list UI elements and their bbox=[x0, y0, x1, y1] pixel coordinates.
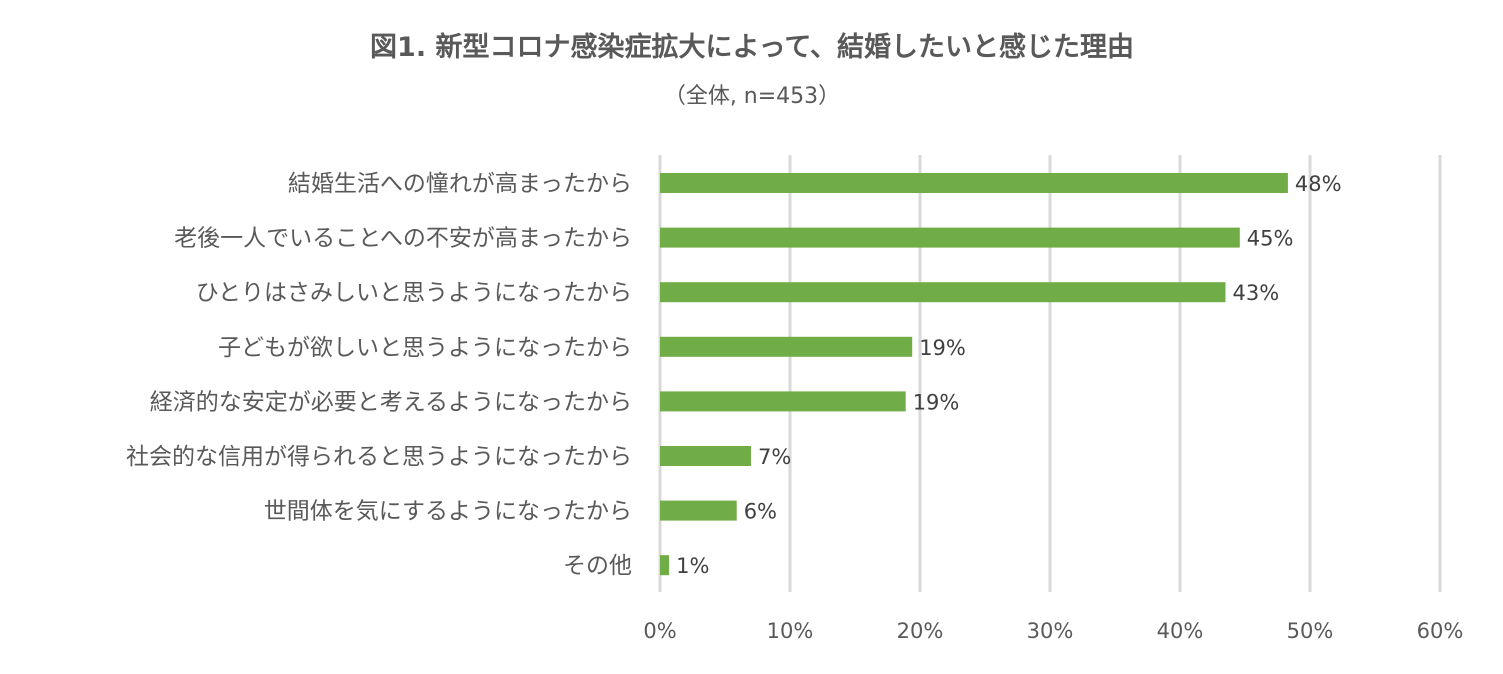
data-label: 7% bbox=[758, 445, 791, 469]
chart-subtitle: （全体, n=453） bbox=[664, 84, 840, 109]
x-axis-tick-labels: 0% 10% 20% 30% 40% 50% 60% bbox=[643, 619, 1463, 643]
data-labels: 48% 45% 43% 19% 19% 7% 6% 1% bbox=[676, 172, 1341, 578]
chart-title: 図1. 新型コロナ感染症拡大によって、結婚したいと感じた理由 bbox=[370, 31, 1134, 63]
x-tick-label: 0% bbox=[643, 619, 676, 643]
x-tick-label: 10% bbox=[767, 619, 814, 643]
category-label: その他 bbox=[563, 553, 632, 579]
bar bbox=[660, 336, 913, 357]
bars bbox=[660, 173, 1288, 576]
bar bbox=[660, 555, 670, 576]
bar bbox=[660, 446, 751, 466]
x-tick-label: 20% bbox=[897, 619, 944, 643]
category-label: 経済的な安定が必要と考えるようになったから bbox=[150, 389, 632, 415]
x-tick-label: 30% bbox=[1027, 619, 1074, 643]
x-tick-label: 50% bbox=[1287, 619, 1334, 643]
bar bbox=[660, 391, 906, 412]
bar bbox=[660, 282, 1226, 303]
bar bbox=[660, 227, 1240, 248]
category-label: 子どもが欲しいと思うようになったから bbox=[218, 335, 632, 361]
data-label: 19% bbox=[913, 390, 960, 414]
bar bbox=[660, 173, 1288, 193]
x-tick-label: 40% bbox=[1157, 619, 1204, 643]
data-label: 19% bbox=[919, 336, 966, 360]
category-labels: 結婚生活への憧れが高まったから老後一人でいることへの不安が高まったからひとりはさ… bbox=[126, 171, 632, 579]
category-label: 老後一人でいることへの不安が高まったから bbox=[174, 226, 632, 252]
x-tick-label: 60% bbox=[1417, 619, 1464, 643]
category-label: 結婚生活への憧れが高まったから bbox=[288, 171, 632, 197]
data-label: 43% bbox=[1233, 281, 1280, 305]
category-label: 世間体を気にするようになったから bbox=[264, 499, 632, 525]
gridlines bbox=[658, 155, 1442, 592]
category-label: 社会的な信用が得られると思うようになったから bbox=[126, 444, 632, 470]
data-label: 48% bbox=[1295, 172, 1342, 196]
data-label: 6% bbox=[744, 500, 777, 524]
data-label: 45% bbox=[1247, 227, 1294, 251]
bar bbox=[660, 500, 737, 521]
category-label: ひとりはさみしいと思うようになったから bbox=[196, 280, 632, 306]
data-label: 1% bbox=[676, 554, 709, 578]
